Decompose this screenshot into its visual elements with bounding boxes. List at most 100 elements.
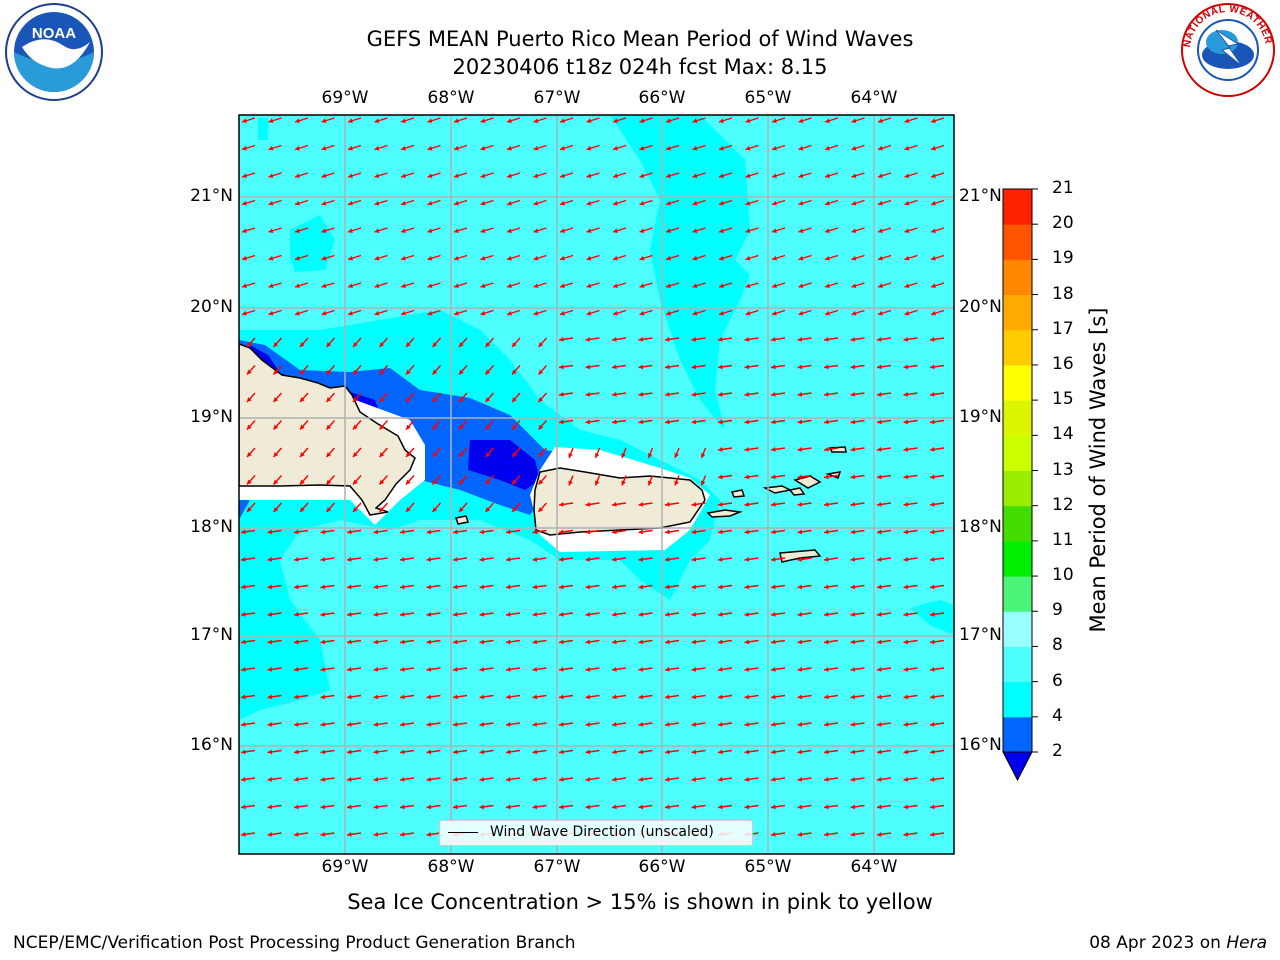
wave-direction-arrow bbox=[717, 502, 733, 507]
wave-direction-arrow bbox=[533, 282, 547, 289]
wave-direction-arrow bbox=[929, 364, 945, 370]
wave-direction-arrow bbox=[268, 282, 282, 289]
wave-direction-arrow bbox=[639, 199, 653, 206]
lon-label-bot: 69°W bbox=[321, 857, 369, 877]
wave-direction-arrow bbox=[691, 777, 706, 782]
wave-direction-arrow bbox=[374, 117, 388, 124]
colorbar-tick-label: 6 bbox=[1052, 670, 1063, 691]
wave-direction-arrow bbox=[479, 694, 494, 700]
wave-direction-arrow bbox=[267, 612, 282, 617]
wave-direction-arrow bbox=[346, 639, 362, 645]
wave-direction-arrow bbox=[293, 529, 309, 535]
lat-label-left: 17°N bbox=[190, 625, 233, 645]
wave-direction-arrow bbox=[400, 199, 415, 206]
wave-direction-arrow bbox=[558, 392, 574, 397]
footer-date: 08 Apr 2023 on bbox=[1089, 933, 1227, 953]
lon-label-bot: 68°W bbox=[427, 857, 475, 877]
wave-direction-arrow bbox=[850, 392, 865, 397]
wave-direction-arrow bbox=[505, 612, 521, 617]
wave-direction-arrow bbox=[346, 694, 362, 700]
wave-direction-arrow bbox=[797, 777, 812, 782]
wave-direction-arrow bbox=[586, 144, 600, 151]
wave-direction-arrow bbox=[373, 804, 388, 810]
wave-direction-arrow bbox=[400, 254, 415, 261]
wave-direction-arrow bbox=[373, 694, 388, 700]
wave-direction-arrow bbox=[585, 529, 600, 535]
wave-direction-arrow bbox=[321, 282, 335, 289]
wave-direction-arrow bbox=[240, 612, 256, 617]
wave-direction-arrow bbox=[771, 282, 786, 289]
wave-direction-arrow bbox=[851, 172, 865, 179]
wave-direction-arrow bbox=[700, 447, 707, 459]
wave-direction-arrow bbox=[480, 199, 494, 206]
wave-direction-arrow bbox=[293, 749, 309, 755]
wave-direction-arrow bbox=[639, 309, 653, 316]
wave-direction-arrow bbox=[638, 419, 653, 425]
wave-direction-arrow bbox=[558, 584, 574, 590]
wave-direction-arrow bbox=[771, 254, 786, 261]
wave-direction-arrow bbox=[246, 392, 256, 403]
wave-direction-arrow bbox=[272, 447, 283, 458]
wave-direction-arrow bbox=[532, 557, 547, 562]
wave-direction-arrow bbox=[611, 364, 627, 370]
wave-direction-arrow bbox=[903, 667, 918, 672]
wave-direction-arrow bbox=[559, 172, 574, 179]
wave-direction-arrow bbox=[453, 117, 468, 124]
wave-direction-arrow bbox=[797, 557, 812, 562]
wave-direction-arrow bbox=[373, 584, 388, 590]
wave-direction-arrow bbox=[851, 199, 865, 206]
wave-direction-arrow bbox=[458, 502, 468, 513]
wave-direction-arrow bbox=[823, 584, 839, 590]
wave-direction-arrow bbox=[929, 612, 945, 617]
wave-direction-arrow bbox=[558, 337, 574, 342]
wave-direction-arrow bbox=[426, 612, 441, 617]
wave-direction-arrow bbox=[320, 557, 335, 562]
map-frame bbox=[238, 114, 955, 855]
wave-direction-arrow bbox=[346, 804, 362, 810]
wave-direction-arrow bbox=[611, 749, 627, 755]
wave-direction-arrow bbox=[744, 502, 759, 507]
wave-direction-arrow bbox=[744, 364, 759, 370]
wave-direction-arrow bbox=[320, 612, 335, 617]
wave-direction-arrow bbox=[405, 420, 415, 430]
wave-direction-arrow bbox=[352, 365, 362, 375]
wave-direction-arrow bbox=[798, 172, 812, 179]
wave-direction-arrow bbox=[665, 172, 680, 179]
wave-direction-arrow bbox=[399, 694, 415, 700]
wave-direction-arrow bbox=[718, 227, 733, 234]
wave-direction-arrow bbox=[638, 364, 653, 370]
wave-direction-arrow bbox=[374, 199, 388, 206]
wave-direction-arrow bbox=[664, 584, 680, 590]
wave-direction-arrow bbox=[770, 722, 786, 727]
wave-direction-arrow bbox=[771, 117, 786, 124]
wave-direction-arrow bbox=[611, 777, 627, 782]
wave-direction-arrow bbox=[431, 392, 442, 403]
wave-direction-arrow bbox=[378, 365, 389, 375]
wave-direction-arrow bbox=[823, 749, 839, 755]
wave-direction-arrow bbox=[930, 117, 945, 124]
wave-direction-arrow bbox=[770, 447, 786, 452]
wave-direction-arrow bbox=[797, 722, 812, 727]
wave-direction-arrow bbox=[612, 282, 627, 289]
colorbar-tick-label: 19 bbox=[1052, 248, 1074, 269]
wave-direction-arrow bbox=[325, 337, 336, 348]
sea-ice-note: Sea Ice Concentration > 15% is shown in … bbox=[347, 890, 933, 914]
wave-direction-arrow bbox=[453, 199, 468, 206]
footer-host: Hera bbox=[1226, 933, 1267, 953]
colorbar-tick-label: 15 bbox=[1052, 389, 1074, 410]
wave-direction-arrow bbox=[929, 749, 945, 755]
wave-direction-arrow bbox=[321, 254, 335, 261]
wave-direction-arrow bbox=[664, 557, 680, 562]
colorbar-bin bbox=[1003, 400, 1032, 436]
wave-direction-arrow bbox=[744, 722, 759, 727]
colorbar-bin bbox=[1003, 611, 1032, 647]
wave-direction-arrow bbox=[824, 227, 839, 234]
wave-direction-arrow bbox=[876, 337, 892, 342]
wave-direction-arrow bbox=[585, 667, 600, 672]
wave-direction-arrow bbox=[537, 475, 548, 485]
wave-direction-arrow bbox=[824, 282, 839, 289]
wave-direction-arrow bbox=[797, 529, 812, 535]
wave-direction-arrow bbox=[321, 117, 335, 124]
wave-direction-arrow bbox=[246, 447, 256, 458]
